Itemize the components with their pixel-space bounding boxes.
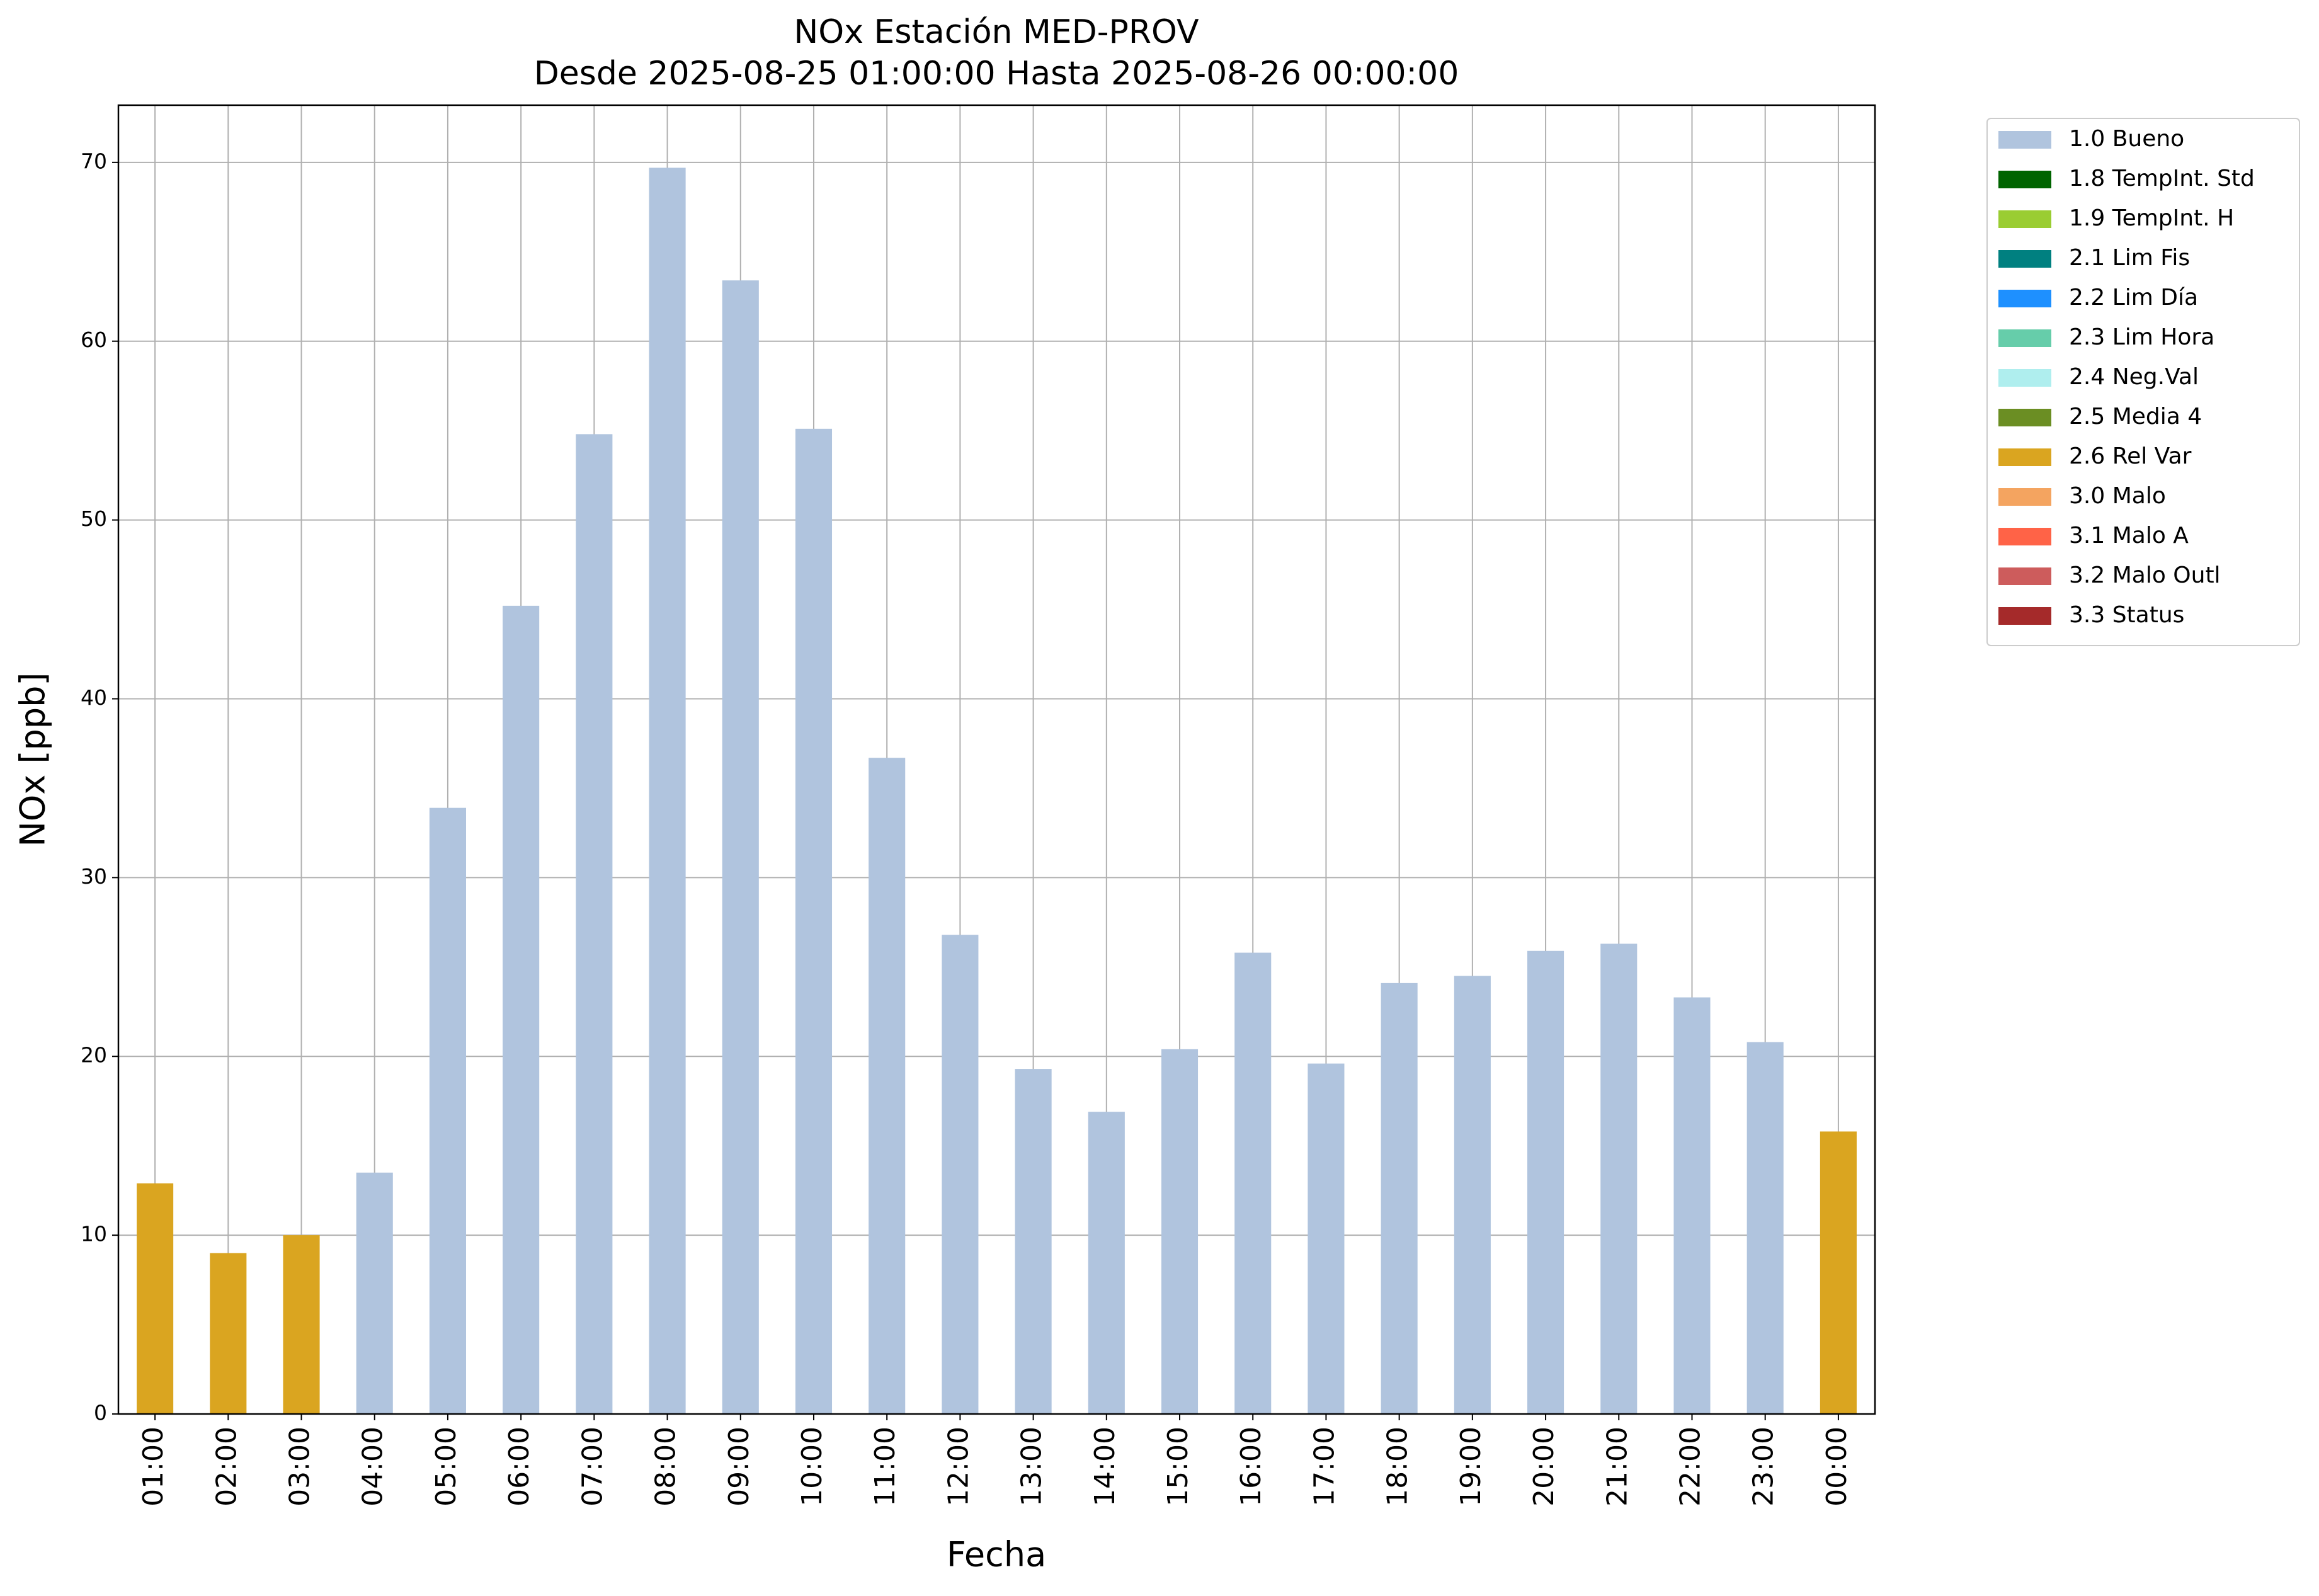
legend-label: 2.4 Neg.Val	[2069, 364, 2199, 390]
x-tick-label: 07:00	[576, 1427, 608, 1507]
y-tick-label: 10	[81, 1222, 107, 1246]
legend-label: 1.9 TempInt. H	[2069, 205, 2234, 231]
x-tick-label: 19:00	[1455, 1427, 1487, 1507]
x-tick-label: 10:00	[796, 1427, 828, 1507]
x-tick-label: 15:00	[1162, 1427, 1194, 1507]
bar	[1600, 943, 1638, 1414]
legend-swatch	[1998, 329, 2051, 347]
y-tick-label: 40	[81, 685, 107, 710]
legend-label: 1.8 TempInt. Std	[2069, 166, 2255, 191]
bar	[1454, 976, 1491, 1414]
legend-swatch	[1998, 250, 2051, 268]
x-tick-label: 09:00	[723, 1427, 755, 1507]
bar	[795, 428, 833, 1414]
bar	[1673, 997, 1711, 1414]
x-tick-label: 03:00	[284, 1427, 316, 1507]
y-tick-label: 50	[81, 506, 107, 531]
legend-label: 3.3 Status	[2069, 602, 2184, 628]
legend-swatch	[1998, 369, 2051, 387]
bar	[722, 280, 759, 1415]
x-tick-label: 16:00	[1235, 1427, 1267, 1507]
legend-label: 2.6 Rel Var	[2069, 443, 2192, 469]
legend-swatch	[1998, 448, 2051, 466]
bar	[210, 1253, 247, 1414]
legend-label: 3.1 Malo A	[2069, 523, 2189, 549]
x-tick-label: 14:00	[1089, 1427, 1121, 1507]
bar	[1527, 950, 1564, 1414]
legend-box	[1986, 118, 2300, 646]
bar	[1820, 1131, 1857, 1414]
x-tick-label: 21:00	[1601, 1427, 1633, 1507]
bar	[869, 758, 906, 1414]
bar	[1308, 1063, 1345, 1414]
x-tick-label: 23:00	[1748, 1427, 1780, 1507]
plot-frame	[117, 104, 1876, 1415]
x-tick-label: 11:00	[869, 1427, 901, 1507]
legend-swatch	[1998, 488, 2051, 506]
legend-swatch	[1998, 607, 2051, 625]
legend-swatch	[1998, 290, 2051, 307]
x-tick-label: 22:00	[1674, 1427, 1706, 1507]
bar	[576, 434, 613, 1414]
bar	[1381, 983, 1418, 1414]
x-tick-label: 08:00	[650, 1427, 682, 1507]
y-tick-label: 60	[81, 328, 107, 352]
legend-label: 3.0 Malo	[2069, 483, 2166, 509]
x-tick-label: 04:00	[357, 1427, 389, 1507]
legend-label: 1.0 Bueno	[2069, 126, 2184, 152]
bar	[1161, 1049, 1199, 1414]
bar	[503, 605, 540, 1414]
legend-swatch	[1998, 567, 2051, 585]
y-tick-label: 20	[81, 1043, 107, 1068]
bar	[649, 168, 686, 1414]
bar	[137, 1183, 174, 1414]
legend-swatch	[1998, 210, 2051, 228]
bar	[283, 1235, 320, 1414]
bar	[356, 1172, 393, 1414]
y-tick-label: 70	[81, 149, 107, 173]
legend-swatch	[1998, 171, 2051, 188]
x-tick-label: 18:00	[1382, 1427, 1414, 1507]
x-tick-label: 02:00	[210, 1427, 242, 1507]
legend-label: 2.1 Lim Fis	[2069, 245, 2190, 271]
legend-label: 2.3 Lim Hora	[2069, 324, 2214, 350]
bar	[1015, 1069, 1052, 1414]
x-tick-label: 01:00	[137, 1427, 169, 1507]
chart-subtitle: Desde 2025-08-25 01:00:00 Hasta 2025-08-…	[534, 55, 1459, 93]
legend-swatch	[1998, 131, 2051, 149]
legend-label: 2.5 Media 4	[2069, 404, 2202, 430]
bar	[1088, 1112, 1125, 1414]
x-tick-label: 17:00	[1308, 1427, 1340, 1507]
x-tick-label: 06:00	[503, 1427, 535, 1507]
bar	[1746, 1042, 1784, 1414]
x-tick-label: 13:00	[1016, 1427, 1048, 1507]
bar	[429, 807, 466, 1414]
x-tick-label: 00:00	[1821, 1427, 1853, 1507]
y-tick-label: 30	[81, 864, 107, 889]
x-tick-label: 05:00	[430, 1427, 462, 1507]
chart-title: NOx Estación MED-PROV	[794, 13, 1199, 51]
bar	[942, 935, 979, 1414]
legend-swatch	[1998, 528, 2051, 545]
y-axis-label: NOx [ppb]	[13, 673, 53, 847]
y-tick-label: 0	[94, 1401, 107, 1425]
legend-swatch	[1998, 409, 2051, 426]
x-axis-label: Fecha	[947, 1535, 1046, 1575]
bar	[1234, 952, 1272, 1414]
x-tick-label: 20:00	[1528, 1427, 1560, 1507]
x-tick-label: 12:00	[942, 1427, 974, 1507]
legend-label: 2.2 Lim Día	[2069, 285, 2198, 311]
legend-label: 3.2 Malo Outl	[2069, 562, 2221, 588]
